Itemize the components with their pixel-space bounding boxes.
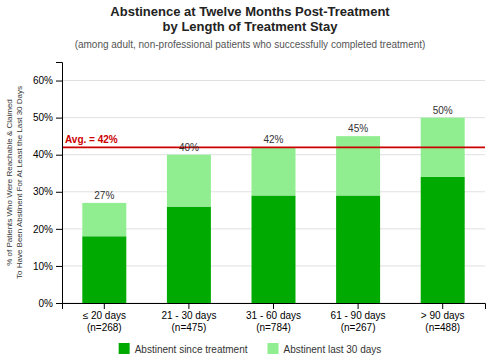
- x-tick-label-line: (n=267): [341, 322, 376, 333]
- x-tick-label-line: 21 - 30 days: [161, 310, 216, 321]
- y-tick-label: 50%: [33, 112, 53, 123]
- y-tick-label: 10%: [33, 261, 53, 272]
- average-line: [62, 146, 485, 148]
- x-tick-label: 21 - 30 days(n=475): [161, 310, 216, 333]
- total-label: 40%: [179, 142, 199, 153]
- y-tick: 10%: [33, 261, 62, 272]
- x-tick-label-line: ≤ 20 days: [83, 310, 126, 321]
- bar-series: [82, 177, 464, 303]
- x-tick-mark: [104, 303, 105, 309]
- y-tick-mark: [56, 118, 62, 119]
- bar: [167, 207, 211, 303]
- x-tick-label-line: 31 - 60 days: [246, 310, 301, 321]
- x-tick: ≤ 20 days(n=268): [83, 303, 126, 333]
- total-label: 45%: [348, 123, 368, 134]
- average-label: Avg. = 42%: [65, 134, 118, 145]
- y-tick: 40%: [33, 149, 62, 160]
- x-tick-label: 31 - 60 days(n=784): [246, 310, 301, 333]
- x-tick: > 90 days(n=488): [421, 303, 465, 333]
- bar: [336, 136, 380, 195]
- bar: [336, 195, 380, 303]
- x-tick-label: > 90 days(n=488): [421, 310, 465, 333]
- total-labels: 27% 40% 42% 45% 50%: [94, 105, 453, 201]
- legend-swatch: [119, 343, 130, 354]
- y-tick-mark: [56, 155, 62, 156]
- x-tick-label-line: > 90 days: [421, 310, 465, 321]
- y-tick: 0%: [39, 298, 62, 309]
- bar: [82, 203, 126, 236]
- y-tick-label: 40%: [33, 149, 53, 160]
- legend-swatch: [268, 343, 279, 354]
- grid-line: [62, 80, 485, 81]
- y-axis-title-line: % of Patients Who Were Reachable & Claim…: [5, 99, 14, 266]
- y-tick-label: 30%: [33, 186, 53, 197]
- title-line: Abstinence at Twelve Months Post-Treatme…: [110, 4, 390, 19]
- y-tick-mark: [56, 229, 62, 230]
- bar: [252, 147, 296, 195]
- x-tick-label-line: (n=784): [256, 322, 291, 333]
- x-tick-mark: [188, 303, 189, 309]
- bar: [167, 155, 211, 207]
- y-tick-label: 0%: [39, 298, 54, 309]
- y-axis-title-line: To Have Been Abstinent For At Least the …: [15, 86, 24, 279]
- y-tick-label: 60%: [33, 75, 53, 86]
- total-label: 50%: [433, 105, 453, 116]
- x-tick-mark: [358, 303, 359, 309]
- x-tick-mark: [442, 303, 443, 309]
- y-tick-mark: [56, 81, 62, 82]
- y-tick: 50%: [33, 112, 62, 123]
- x-tick: 31 - 60 days(n=784): [246, 303, 301, 333]
- bar-series: [82, 118, 464, 237]
- x-tick: 21 - 30 days(n=475): [161, 303, 216, 333]
- x-tick-mark: [273, 303, 274, 309]
- bar: [421, 177, 465, 303]
- plot-area: [62, 118, 485, 303]
- x-tick-label: 61 - 90 days(n=267): [331, 310, 386, 333]
- y-tick-label: 20%: [33, 224, 53, 235]
- title: Abstinence at Twelve Months Post-Treatme…: [110, 4, 390, 34]
- y-tick: 30%: [33, 186, 62, 197]
- legend: Abstinent since treatment Abstinent last …: [119, 343, 382, 355]
- legend-item: Abstinent last 30 days: [268, 343, 382, 355]
- y-axis-title: % of Patients Who Were Reachable & Claim…: [5, 86, 24, 279]
- total-label: 27%: [94, 190, 114, 201]
- legend-label: Abstinent since treatment: [135, 344, 248, 355]
- y-axis-line: [56, 63, 63, 304]
- x-tick-label: ≤ 20 days(n=268): [83, 310, 126, 333]
- x-tick: 61 - 90 days(n=267): [331, 303, 386, 333]
- subtitle: (among adult, non-professional patients …: [75, 39, 426, 50]
- x-tick-label-line: (n=488): [425, 322, 460, 333]
- bar: [252, 195, 296, 303]
- title-line: by Length of Treatment Stay: [163, 19, 339, 34]
- x-axis: ≤ 20 days(n=268) 21 - 30 days(n=475) 31 - …: [63, 303, 486, 333]
- x-tick-label-line: (n=268): [87, 322, 122, 333]
- bar: [82, 236, 126, 303]
- y-tick: 60%: [33, 75, 62, 86]
- y-tick-mark: [56, 303, 62, 304]
- legend-label: Abstinent last 30 days: [284, 344, 382, 355]
- x-axis-line: [63, 304, 486, 310]
- x-tick-label-line: 61 - 90 days: [331, 310, 386, 321]
- y-tick-mark: [56, 192, 62, 193]
- chart: 0% 10% 20% 30% 40% 50% 60% ≤ 20 days(n=268) 21 -…: [0, 0, 500, 361]
- y-tick: 20%: [33, 224, 62, 235]
- y-tick-mark: [56, 266, 62, 267]
- legend-item: Abstinent since treatment: [119, 343, 248, 355]
- y-axis: 0% 10% 20% 30% 40% 50% 60%: [33, 63, 63, 309]
- total-label: 42%: [263, 134, 283, 145]
- x-tick-label-line: (n=475): [172, 322, 207, 333]
- grid: [62, 81, 485, 303]
